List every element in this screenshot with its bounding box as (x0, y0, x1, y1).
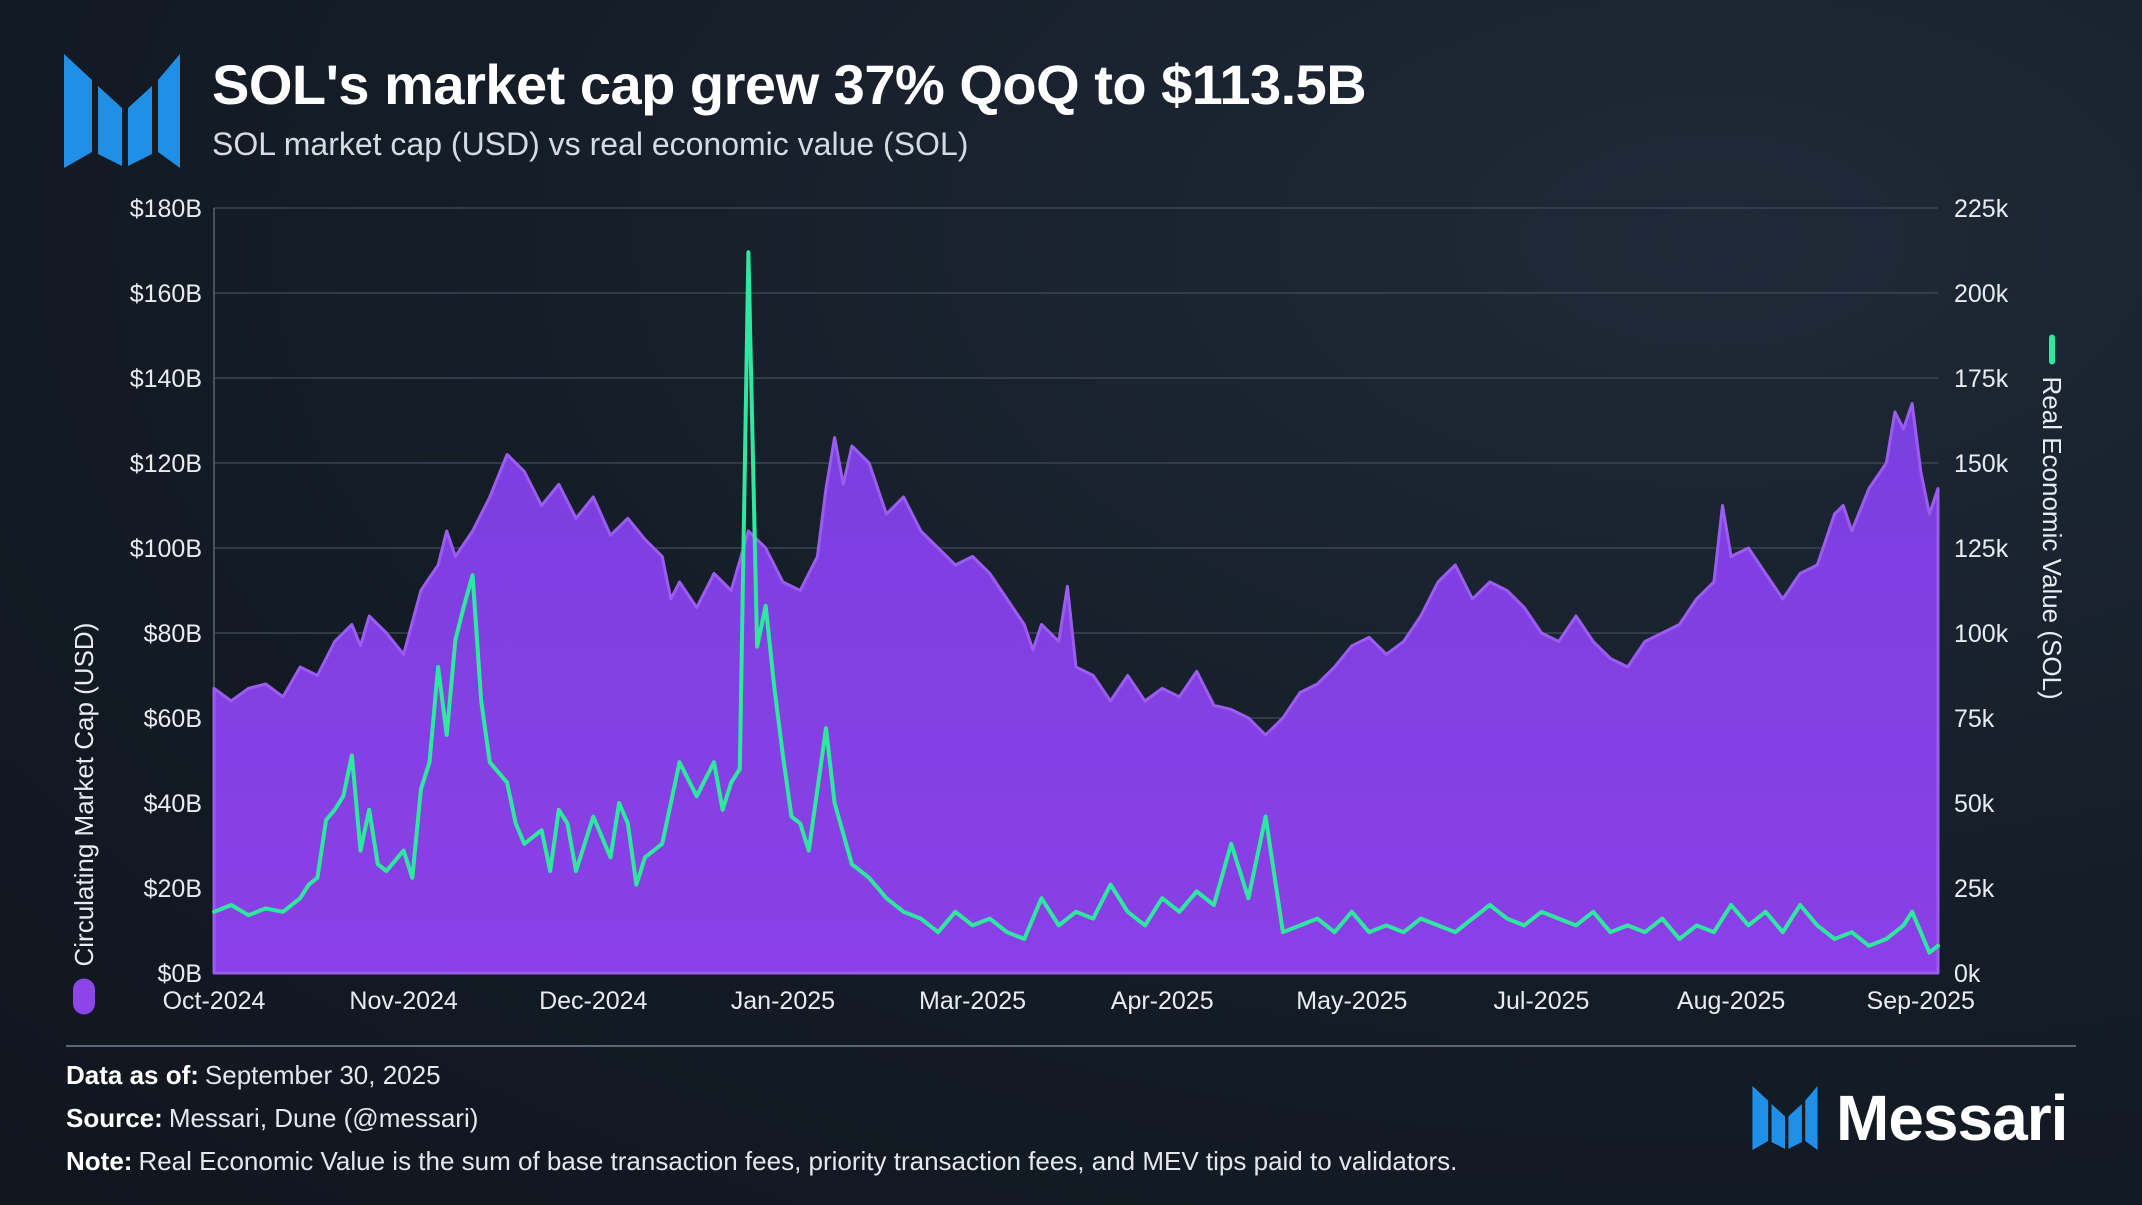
y-right-axis-title: Real Economic Value (SOL) (2037, 377, 2067, 700)
page-title: SOL's market cap grew 37% QoQ to $113.5B (212, 53, 1367, 116)
y-left-tick-label: $100B (130, 535, 202, 563)
x-tick-label: Sep-2025 (1867, 987, 1975, 1015)
messari-brand-icon (1752, 1086, 1818, 1150)
y-left-tick-label: $0B (158, 960, 202, 988)
messari-brand: Messari (1752, 1082, 2068, 1154)
x-tick-label: Nov-2024 (349, 987, 457, 1015)
x-tick-label: Oct-2024 (163, 987, 266, 1015)
x-tick-label: Dec-2024 (539, 987, 647, 1015)
y-right-tick-label: 0k (1954, 960, 1981, 988)
y-left-tick-label: $80B (144, 620, 202, 648)
y-left-tick-label: $180B (130, 195, 202, 223)
y-right-tick-label: 225k (1954, 195, 2009, 223)
y-right-tick-label: 100k (1954, 620, 2009, 648)
x-tick-label: Jul-2025 (1494, 987, 1590, 1015)
rev-legend-swatch (2049, 334, 2055, 365)
y-left-tick-label: $160B (130, 280, 202, 308)
y-right-tick-label: 75k (1954, 705, 1995, 733)
y-left-tick-label: $20B (144, 875, 202, 903)
x-tick-label: Mar-2025 (919, 987, 1026, 1015)
y-left-tick-label: $120B (130, 450, 202, 478)
footer-source: Source: Messari, Dune (@messari) (66, 1103, 479, 1133)
y-right-tick-label: 175k (1954, 365, 2009, 393)
y-left-tick-label: $40B (144, 790, 202, 818)
y-right-legend: Real Economic Value (SOL) (2037, 334, 2067, 700)
rev-line (212, 250, 1940, 955)
x-tick-label: May-2025 (1296, 987, 1407, 1015)
x-tick-label: Aug-2025 (1677, 987, 1785, 1015)
y-right-tick-label: 25k (1954, 875, 1995, 903)
page-subtitle: SOL market cap (USD) vs real economic va… (212, 126, 969, 162)
y-right-tick-label: 200k (1954, 280, 2009, 308)
y-right-tick-label: 50k (1954, 790, 1995, 818)
messari-logo-icon (64, 54, 180, 168)
x-tick-label: Jan-2025 (731, 987, 835, 1015)
footer-divider (66, 1045, 2076, 1047)
market-cap-area (212, 402, 1940, 975)
y-left-tick-label: $60B (144, 705, 202, 733)
y-left-legend: Circulating Market Cap (USD) (69, 623, 99, 1015)
messari-brand-text: Messari (1836, 1082, 2068, 1154)
y-right-tick-label: 150k (1954, 450, 2009, 478)
x-tick-label: Apr-2025 (1111, 987, 1214, 1015)
y-left-tick-label: $140B (130, 365, 202, 393)
footer-note: Note: Real Economic Value is the sum of b… (66, 1146, 1458, 1176)
y-left-axis-title: Circulating Market Cap (USD) (69, 623, 99, 967)
footer-data-as-of: Data as of: September 30, 2025 (66, 1060, 441, 1090)
y-right-tick-label: 125k (1954, 535, 2009, 563)
market-cap-legend-swatch (73, 978, 95, 1015)
